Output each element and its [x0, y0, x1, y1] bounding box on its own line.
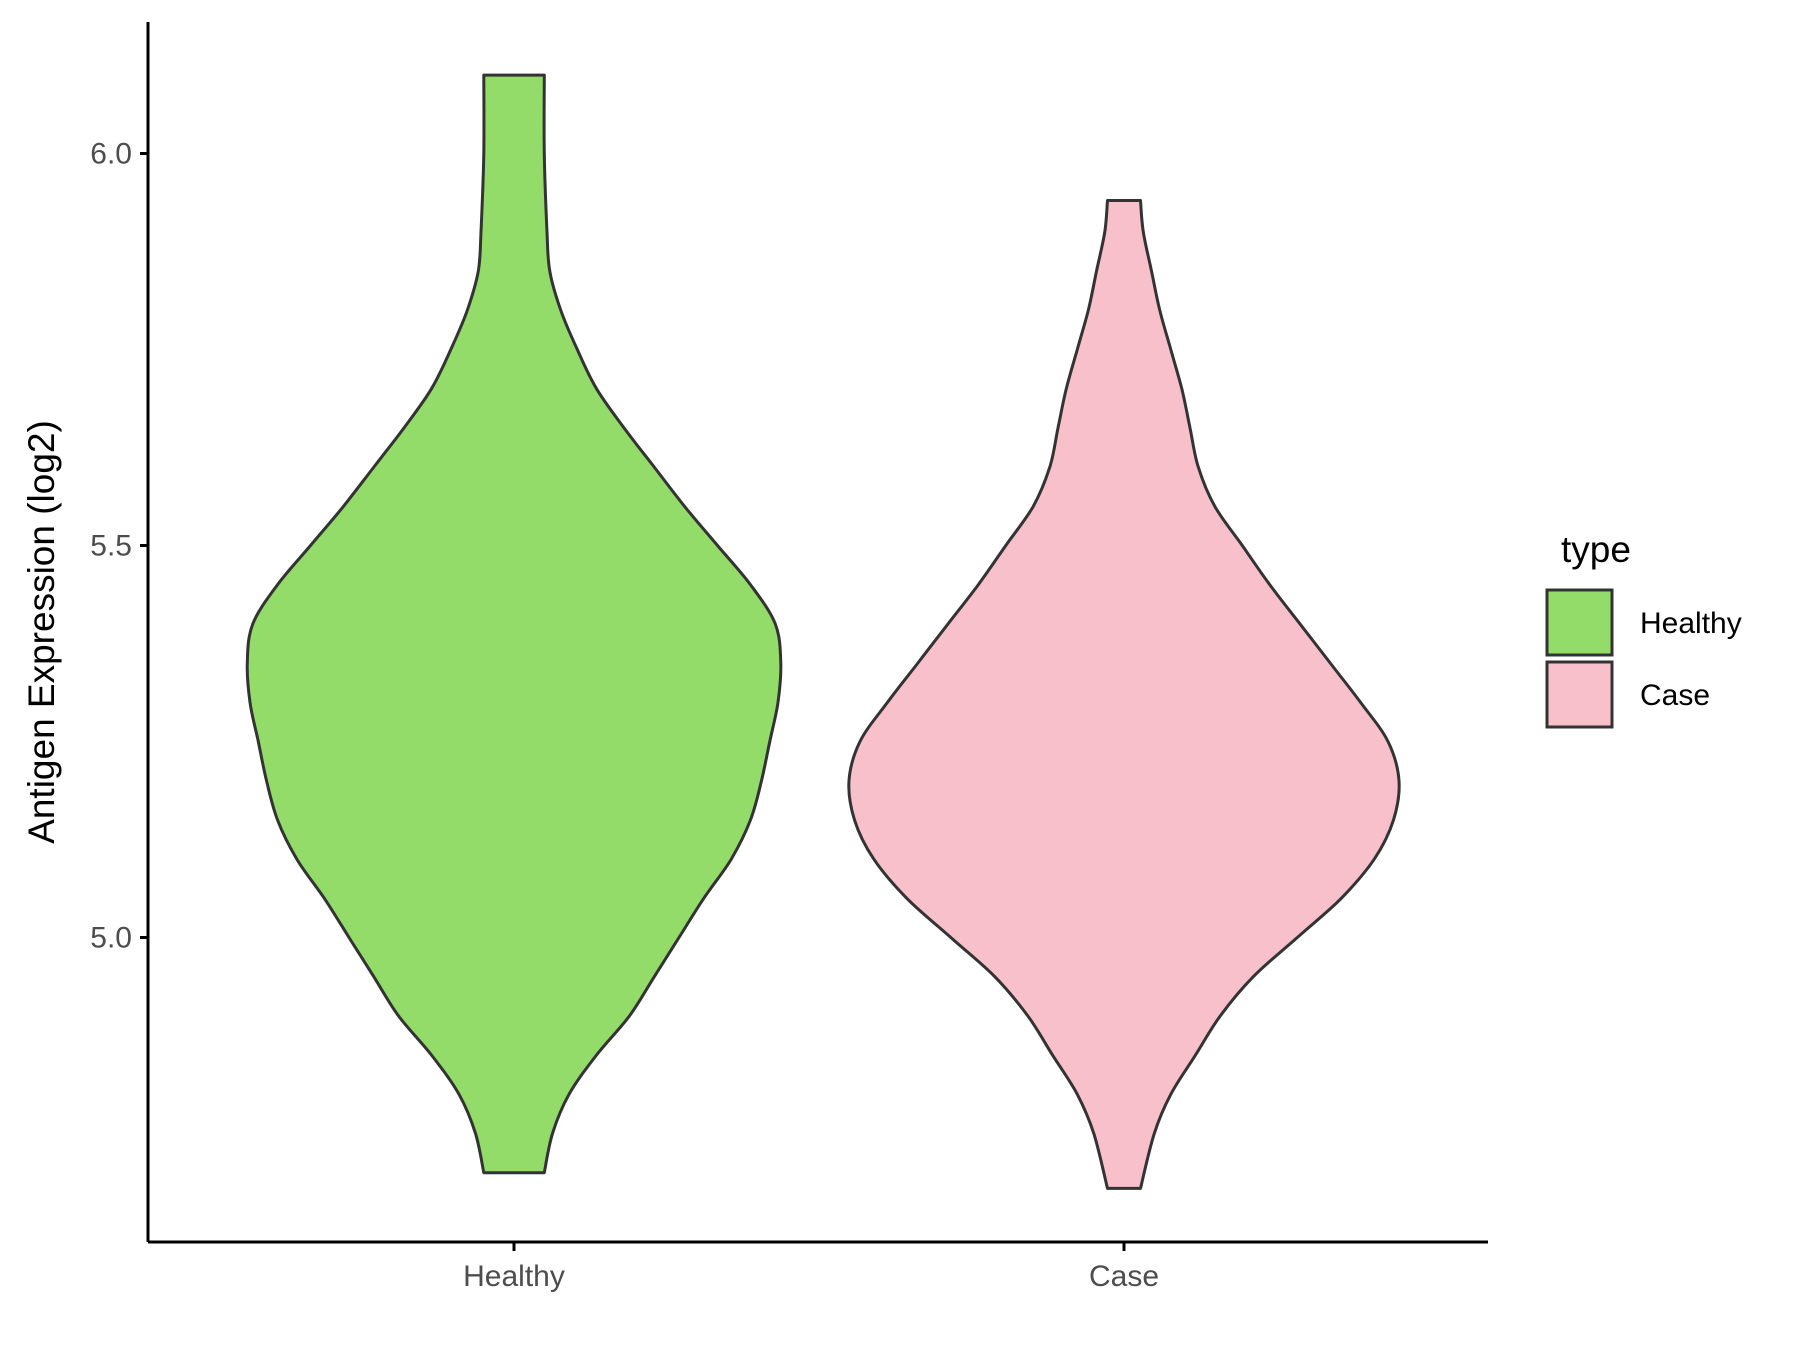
legend-label-healthy: Healthy: [1640, 607, 1742, 640]
violins-layer: [245, 73, 1401, 1190]
violin-healthy: [245, 73, 783, 1175]
y-tick-label: 5.0: [90, 922, 132, 955]
violin-case: [847, 199, 1401, 1190]
legend-entries: Healthy Case: [1545, 588, 1742, 729]
legend: type Healthy Case: [1545, 529, 1742, 729]
legend-key-healthy: [1545, 588, 1614, 657]
legend-key-case: [1545, 660, 1614, 729]
legend-label-case: Case: [1640, 679, 1710, 712]
y-tick-label: 5.5: [90, 530, 132, 563]
x-tick-label: Healthy: [463, 1260, 565, 1293]
y-axis-title: Antigen Expression (log2): [21, 420, 62, 844]
legend-title: type: [1561, 529, 1631, 570]
axes: [146, 22, 1488, 1244]
x-ticks: Healthy Case: [463, 1242, 1159, 1293]
y-tick-label: 6.0: [90, 138, 132, 171]
y-ticks: 5.0 5.5 6.0: [90, 138, 148, 955]
x-tick-label: Case: [1089, 1260, 1159, 1293]
